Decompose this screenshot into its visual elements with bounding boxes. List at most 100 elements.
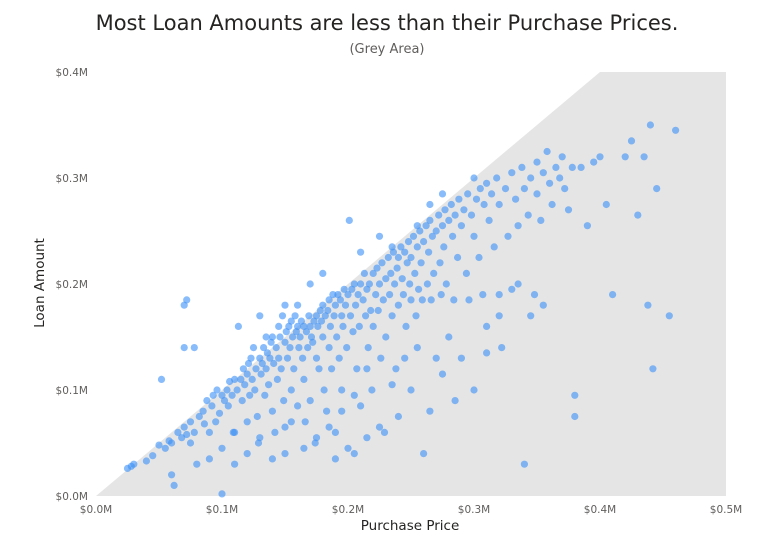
data-point[interactable] [399,291,407,299]
data-point[interactable] [304,344,312,352]
data-point[interactable] [501,185,510,193]
data-point[interactable] [495,200,503,209]
data-point[interactable] [281,423,289,431]
data-point[interactable] [325,296,333,304]
data-point[interactable] [364,344,372,352]
data-point[interactable] [476,185,484,193]
data-point[interactable] [508,285,516,293]
data-point[interactable] [568,163,576,171]
data-point[interactable] [432,227,440,235]
data-point[interactable] [546,179,554,187]
data-point[interactable] [352,301,360,309]
data-point[interactable] [306,322,314,330]
data-point[interactable] [462,269,470,277]
data-point[interactable] [338,407,346,415]
data-point[interactable] [241,381,249,389]
data-point[interactable] [518,163,526,171]
data-point[interactable] [537,216,545,224]
data-point[interactable] [520,185,529,193]
data-point[interactable] [397,243,405,251]
data-point[interactable] [483,349,491,357]
data-point[interactable] [445,216,453,224]
data-point[interactable] [602,200,610,209]
data-point[interactable] [367,306,375,315]
data-point[interactable] [357,280,365,288]
data-point[interactable] [335,354,343,362]
data-point[interactable] [168,471,176,479]
data-point[interactable] [157,375,166,383]
data-point[interactable] [653,185,661,193]
data-point[interactable] [300,375,308,383]
data-point[interactable] [564,206,573,214]
data-point[interactable] [438,370,447,378]
data-point[interactable] [234,322,242,330]
data-point[interactable] [346,312,355,320]
data-point[interactable] [442,280,450,288]
data-point[interactable] [349,328,357,336]
data-point[interactable] [530,291,539,299]
data-point[interactable] [223,386,231,394]
data-point[interactable] [130,460,138,468]
data-point[interactable] [514,280,522,288]
data-point[interactable] [328,365,336,373]
data-point[interactable] [258,359,266,368]
data-point[interactable] [490,243,498,251]
data-point[interactable] [280,397,288,405]
data-point[interactable] [375,232,384,240]
data-point[interactable] [174,428,182,436]
data-point[interactable] [205,428,213,436]
data-point[interactable] [388,243,396,251]
data-point[interactable] [338,386,346,394]
data-point[interactable] [398,275,406,283]
data-point[interactable] [281,301,289,309]
data-point[interactable] [426,216,434,224]
data-point[interactable] [411,269,419,277]
data-point[interactable] [382,275,390,283]
data-point[interactable] [382,333,390,341]
data-point[interactable] [548,200,556,209]
data-point[interactable] [186,439,195,447]
data-point[interactable] [488,190,496,198]
data-point[interactable] [243,370,251,378]
data-point[interactable] [480,200,488,209]
data-point[interactable] [425,248,433,256]
data-point[interactable] [336,296,344,304]
data-point[interactable] [558,153,566,161]
data-point[interactable] [354,291,362,299]
data-point[interactable] [272,344,280,352]
data-point[interactable] [441,206,449,214]
data-point[interactable] [483,179,491,187]
data-point[interactable] [634,211,642,219]
data-point[interactable] [350,450,358,458]
data-point[interactable] [331,301,339,309]
data-point[interactable] [524,211,532,219]
data-point[interactable] [331,428,339,436]
data-point[interactable] [325,423,333,431]
data-point[interactable] [409,232,418,240]
data-point[interactable] [403,259,411,267]
data-point[interactable] [283,354,292,362]
data-point[interactable] [407,253,415,262]
data-point[interactable] [237,375,245,383]
data-point[interactable] [261,391,269,399]
data-point[interactable] [527,312,535,320]
data-point[interactable] [186,418,195,426]
data-point[interactable] [208,402,216,410]
data-point[interactable] [360,269,368,277]
data-point[interactable] [464,190,472,198]
data-point[interactable] [329,291,337,299]
data-point[interactable] [249,344,258,352]
data-point[interactable] [422,222,430,230]
data-point[interactable] [369,269,377,277]
data-point[interactable] [294,322,302,330]
data-point[interactable] [413,344,421,352]
data-point[interactable] [470,174,478,182]
data-point[interactable] [340,285,348,293]
data-point[interactable] [243,450,251,458]
data-point[interactable] [209,391,217,399]
data-point[interactable] [375,280,384,288]
data-point[interactable] [268,455,276,463]
data-point[interactable] [287,386,295,394]
data-point[interactable] [247,354,255,362]
data-point[interactable] [260,344,268,352]
